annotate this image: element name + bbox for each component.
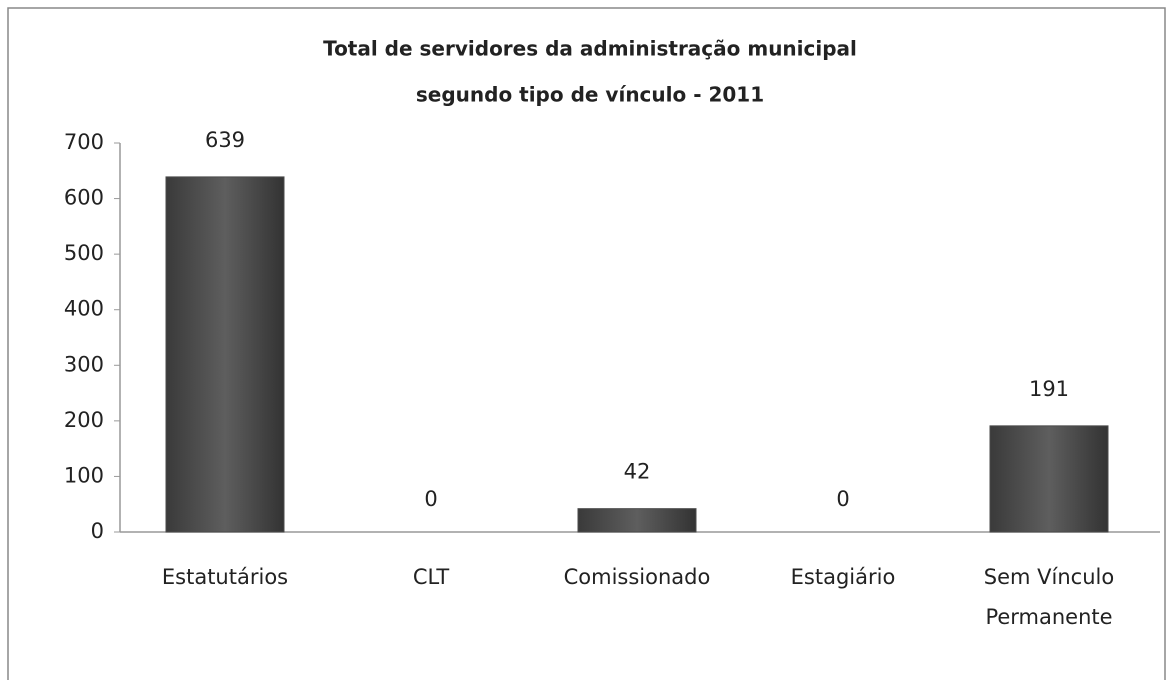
data-label: 42 (624, 460, 651, 484)
y-tick-label: 100 (64, 463, 104, 487)
y-tick-label: 500 (64, 241, 104, 265)
bar (165, 176, 285, 533)
chart-title: Total de servidores da administração mun… (323, 37, 857, 61)
x-tick-label: CLT (413, 565, 449, 589)
chart-title: segundo tipo de vínculo - 2011 (416, 83, 764, 107)
data-label: 639 (205, 128, 245, 152)
data-label: 0 (836, 487, 849, 511)
y-tick-label: 0 (91, 519, 104, 543)
x-tick-label: Estatutários (162, 565, 288, 589)
y-tick-label: 700 (64, 130, 104, 154)
y-tick-label: 600 (64, 186, 104, 210)
x-tick-label: Estagiário (791, 565, 896, 589)
data-label: 191 (1029, 377, 1069, 401)
y-tick-label: 200 (64, 408, 104, 432)
x-tick-label: Comissionado (564, 565, 711, 589)
bar (989, 425, 1109, 533)
bar (577, 508, 697, 533)
data-label: 0 (424, 487, 437, 511)
y-tick-label: 400 (64, 297, 104, 321)
x-tick-label: Sem Vínculo Permanente (984, 565, 1114, 629)
y-tick-label: 300 (64, 352, 104, 376)
